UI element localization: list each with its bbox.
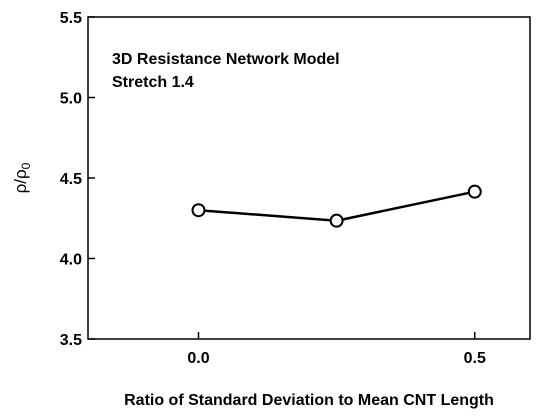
y-axis-label: ρ/ρ0 (11, 162, 33, 193)
y-axis: 3.5 4.0 4.5 5.0 5.5 (60, 10, 95, 349)
annotation-model: 3D Resistance Network Model (112, 51, 340, 68)
data-point (469, 186, 481, 198)
y-tick-label: 5.5 (60, 10, 82, 27)
x-axis-label: Ratio of Standard Deviation to Mean CNT … (124, 392, 494, 409)
y-tick-label: 4.0 (60, 252, 82, 269)
x-tick-label: 0.5 (464, 350, 486, 367)
x-axis: 0.0 0.5 (187, 332, 486, 367)
y-tick-label: 5.0 (60, 91, 82, 108)
data-point (331, 215, 343, 227)
y-tick-label: 4.5 (60, 171, 82, 188)
y-axis-label-main: ρ/ρ (11, 169, 30, 193)
x-tick-label: 0.0 (187, 350, 209, 367)
annotation-stretch: Stretch 1.4 (112, 74, 194, 91)
series-group (193, 186, 481, 227)
y-tick-label: 3.5 (60, 332, 82, 349)
data-point (193, 204, 205, 216)
y-axis-label-subscript: 0 (19, 162, 33, 169)
